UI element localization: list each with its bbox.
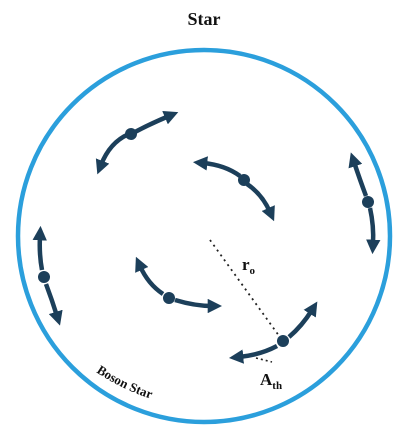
orbit-arrow [43, 283, 63, 326]
boson-star-boundary [15, 47, 393, 425]
particle-dot [38, 271, 50, 283]
orbit-arrow [32, 225, 47, 271]
orbiting-particle-6 [228, 301, 318, 364]
amplitude-label-main: A [260, 370, 273, 389]
orbiting-particle-4 [32, 225, 63, 326]
radius-label: ro [242, 255, 256, 277]
orbit-arrow [287, 301, 318, 339]
particle-dot [163, 292, 175, 304]
title: Star [188, 9, 221, 29]
radius-line [209, 239, 283, 341]
boson-star-label: Boson Star [94, 362, 154, 402]
orbiting-particle-3 [348, 152, 381, 255]
particle-dot [362, 196, 374, 208]
particle-dot [125, 128, 137, 140]
orbit-arrow [245, 182, 275, 222]
orbit-arrow [135, 256, 165, 296]
orbiting-particle-2 [192, 156, 275, 222]
radius-label-sub: o [250, 265, 256, 277]
orbit-arrow [174, 297, 223, 314]
particle-dot [238, 174, 250, 186]
amplitude-marker [255, 357, 273, 363]
orbiting-particle-5 [135, 256, 223, 314]
orbit-arrow [192, 156, 242, 178]
orbit-arrow [366, 207, 381, 255]
orbit-arrow [348, 152, 369, 197]
radius-label-main: r [242, 255, 250, 274]
amplitude-label-sub: th [272, 380, 282, 392]
orbit-arrow [133, 111, 179, 134]
orbit-arrow [228, 344, 279, 364]
particle-dot [277, 335, 289, 347]
orbit-arrow [95, 131, 130, 175]
amplitude-label: Ath [260, 370, 282, 392]
orbiting-particle-1 [95, 111, 179, 175]
